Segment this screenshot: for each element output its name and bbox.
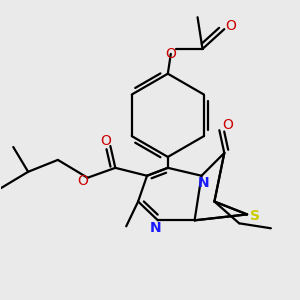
Text: O: O [100, 134, 111, 148]
Text: O: O [225, 19, 236, 33]
Text: O: O [165, 47, 176, 61]
Text: S: S [250, 209, 260, 224]
Text: O: O [222, 118, 233, 132]
Text: N: N [150, 221, 162, 235]
Text: O: O [77, 174, 88, 188]
Text: N: N [198, 176, 209, 190]
